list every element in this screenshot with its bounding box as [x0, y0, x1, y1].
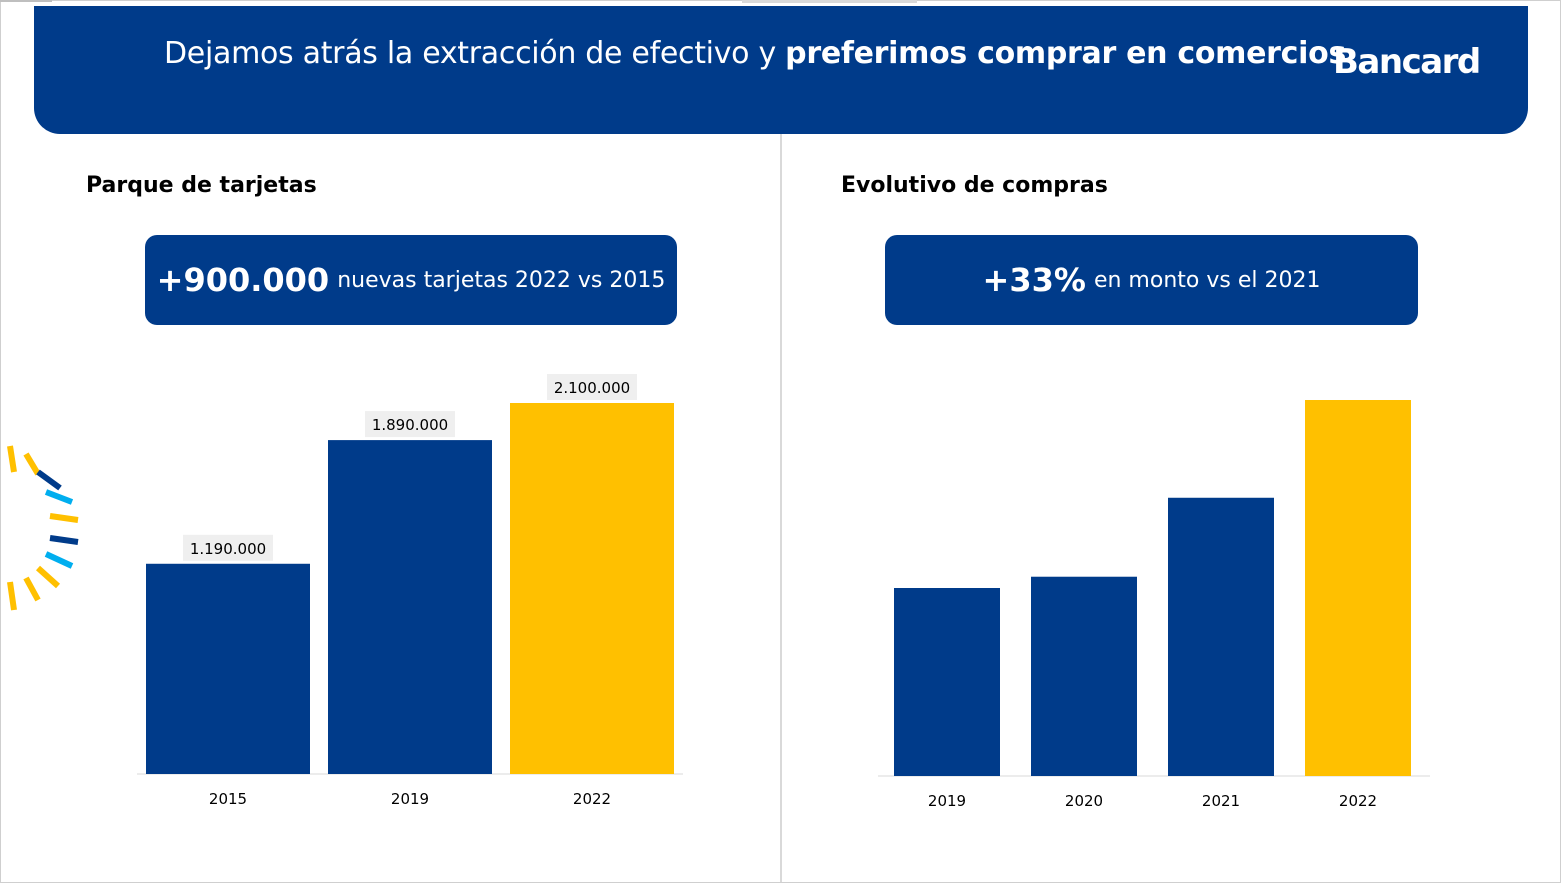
bar-2019 [328, 440, 492, 774]
header-banner: Dejamos atrás la extracción de efectivo … [34, 6, 1528, 134]
cards-bar-chart: 2015 1.190.000 2019 1.890.000 2022 2.100.000 [137, 374, 683, 808]
top-tab-indicator [742, 0, 917, 3]
right-kpi-box: +33% en monto vs el 2021 [885, 235, 1418, 325]
left-section-title: Parque de tarjetas [86, 173, 317, 198]
data-label-2019: 1.890.000 [372, 416, 448, 434]
data-label-bg-2019 [365, 411, 455, 438]
x-tick-label-2019: 2019 [391, 790, 429, 808]
window-edge-mark [0, 0, 52, 2]
header-title: Dejamos atrás la extracción de efectivo … [164, 36, 1346, 71]
bancard-logo: Bancard [1333, 42, 1481, 82]
sunburst-decoration [7, 445, 79, 611]
bar-2019 [894, 588, 1000, 776]
left-kpi-value: +900.000 [156, 261, 330, 299]
data-label-bg-2022 [547, 374, 637, 400]
bar-2021 [1168, 497, 1274, 776]
right-section-title: Evolutivo de compras [841, 173, 1108, 198]
x-tick-label-2022: 2022 [573, 790, 611, 808]
left-kpi-text: nuevas tarjetas 2022 vs 2015 [337, 267, 666, 293]
right-kpi-value: +33% [982, 261, 1086, 299]
header-title-bold: preferimos comprar en comercios [785, 36, 1347, 71]
panel-divider [780, 134, 782, 882]
x-tick-label-2019: 2019 [928, 792, 966, 810]
data-label-2022: 2.100.000 [554, 379, 630, 397]
bar-2022 [1305, 400, 1411, 776]
data-label-bg-2015 [183, 534, 273, 561]
right-kpi-text: en monto vs el 2021 [1093, 267, 1321, 293]
left-kpi-box: +900.000 nuevas tarjetas 2022 vs 2015 [145, 235, 677, 325]
bar-2022 [510, 403, 674, 774]
data-label-2015: 1.190.000 [190, 540, 266, 558]
purchases-bar-chart: 2019 2020 2021 2022 [878, 400, 1430, 810]
bar-2015 [146, 563, 310, 774]
x-tick-label-2021: 2021 [1202, 792, 1240, 810]
x-tick-label-2015: 2015 [209, 790, 247, 808]
x-tick-label-2022: 2022 [1339, 792, 1377, 810]
x-tick-label-2020: 2020 [1065, 792, 1103, 810]
bar-2020 [1031, 576, 1137, 776]
header-title-regular: Dejamos atrás la extracción de efectivo … [164, 36, 776, 71]
